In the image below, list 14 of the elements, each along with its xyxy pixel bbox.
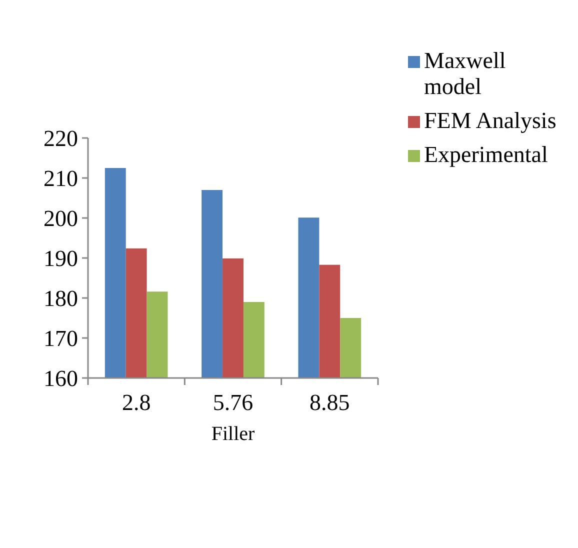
legend-label: Maxwell model	[424, 48, 506, 99]
x-tick-label: 8.85	[310, 390, 350, 415]
x-axis-title: Filler	[211, 423, 255, 445]
y-tick-label: 180	[44, 286, 78, 312]
y-tick-label: 190	[44, 246, 78, 272]
y-tick-label: 210	[44, 166, 78, 192]
x-tick-label: 5.76	[212, 390, 254, 415]
y-tick-label: 170	[44, 326, 78, 352]
y-tick-label: 160	[44, 366, 78, 392]
legend-label: FEM Analysis	[424, 108, 556, 133]
y-tick-label: 220	[44, 126, 78, 152]
legend-label: Experimental	[424, 142, 548, 167]
x-tick-label: 2.8	[122, 390, 151, 415]
y-tick-label: 200	[44, 206, 78, 232]
